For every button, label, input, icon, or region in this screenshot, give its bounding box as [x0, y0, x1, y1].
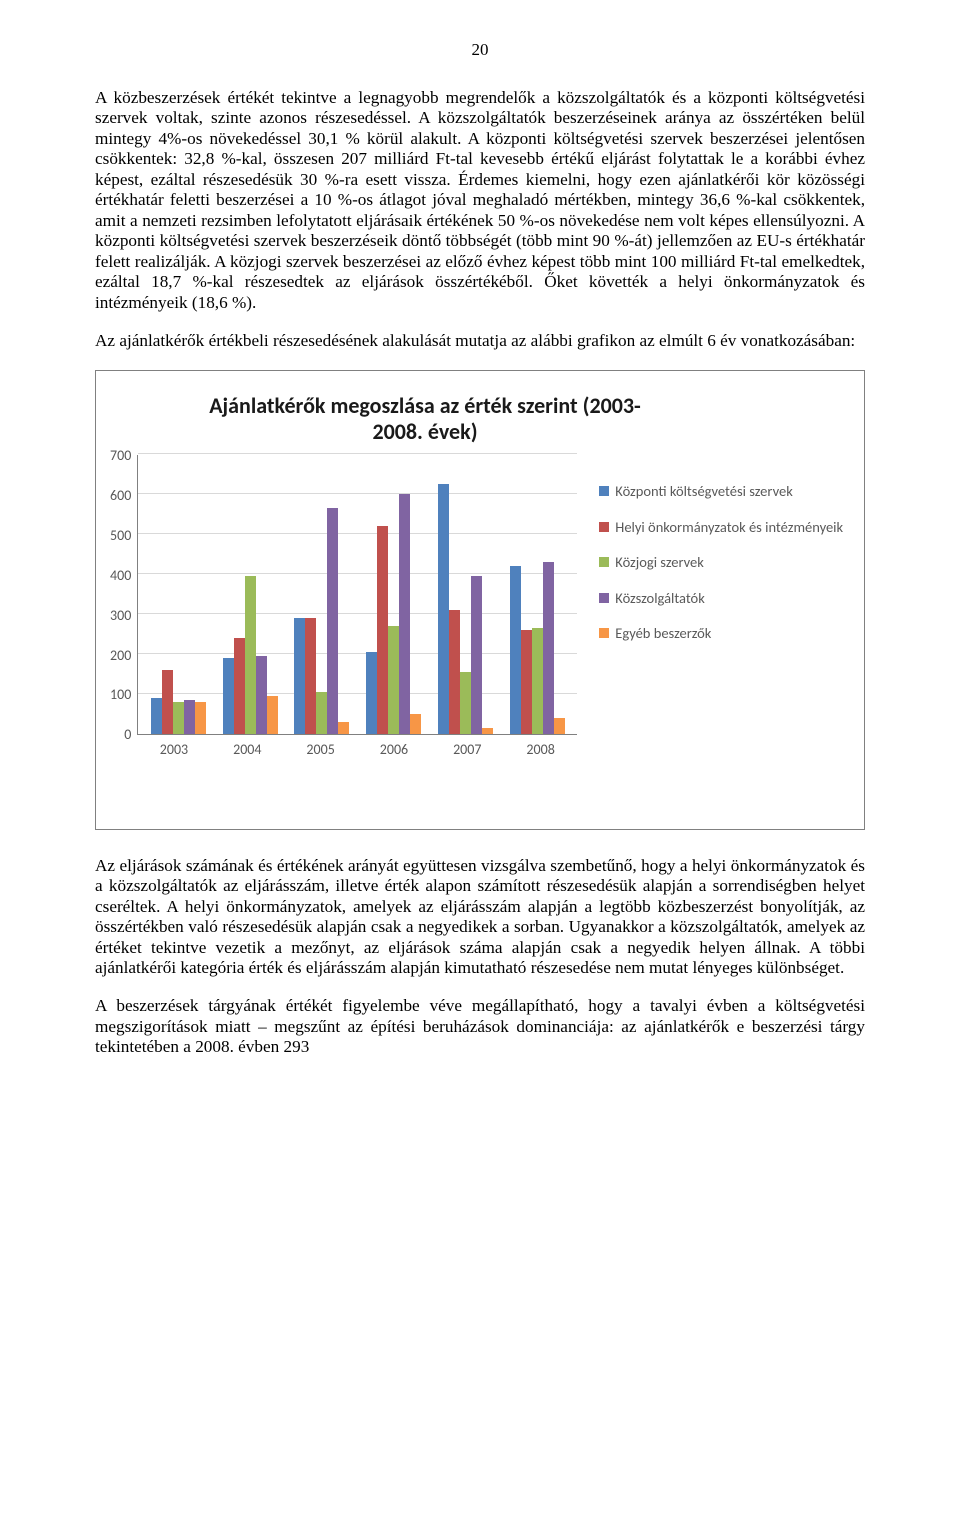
legend-item: Helyi önkormányzatok és intézményeik [599, 519, 850, 536]
y-tick-label: 300 [110, 607, 131, 624]
chart-plot-area [137, 455, 577, 735]
x-tick-label: 2003 [160, 741, 188, 758]
x-tick-label: 2007 [453, 741, 481, 758]
chart-plot-section: 7006005004003002001000 20032004200520062… [110, 455, 577, 805]
bar [377, 526, 388, 734]
bar-group [151, 670, 206, 734]
bar [151, 698, 162, 734]
y-tick-label: 200 [110, 647, 131, 664]
chart-legend: Központi költségvetési szervek Helyi önko… [577, 455, 850, 805]
bar-group [366, 494, 421, 734]
legend-swatch [599, 522, 609, 532]
bar-group [438, 484, 493, 734]
bar-group [223, 576, 278, 734]
bar [410, 714, 421, 734]
bar [399, 494, 410, 734]
legend-swatch [599, 557, 609, 567]
legend-label: Közjogi szervek [615, 554, 704, 571]
bar [316, 692, 327, 734]
bar [195, 702, 206, 734]
bar [510, 566, 521, 734]
legend-label: Egyéb beszerzők [615, 625, 711, 642]
y-tick-label: 700 [110, 447, 131, 464]
y-tick-label: 0 [110, 726, 131, 743]
body-paragraph-3: Az eljárások számának és értékének arány… [95, 856, 865, 979]
y-tick-label: 400 [110, 567, 131, 584]
bar [543, 562, 554, 734]
x-tick-label: 2004 [233, 741, 261, 758]
body-paragraph-2: Az ajánlatkérők értékbeli részesedésének… [95, 331, 865, 351]
bar [388, 626, 399, 734]
bar [482, 728, 493, 734]
y-tick-label: 600 [110, 487, 131, 504]
bar [460, 672, 471, 734]
chart-container: Ajánlatkérők megoszlása az érték szerint… [95, 370, 865, 830]
legend-label: Közszolgáltatók [615, 590, 705, 607]
grid-line [138, 453, 577, 454]
chart-title: Ajánlatkérők megoszlása az érték szerint… [200, 393, 650, 446]
bar [327, 508, 338, 734]
y-tick-label: 100 [110, 686, 131, 703]
legend-item: Közjogi szervek [599, 554, 850, 571]
legend-swatch [599, 486, 609, 496]
bar [366, 652, 377, 734]
page-number: 20 [95, 40, 865, 60]
bar [267, 696, 278, 734]
x-tick-label: 2005 [306, 741, 334, 758]
legend-item: Egyéb beszerzők [599, 625, 850, 642]
bar [234, 638, 245, 734]
bar [256, 656, 267, 734]
bar-group [510, 562, 565, 734]
bar [521, 630, 532, 734]
body-paragraph-4: A beszerzések tárgyának értékét figyelem… [95, 996, 865, 1057]
chart-body: 7006005004003002001000 20032004200520062… [110, 455, 850, 805]
bar [338, 722, 349, 734]
bars-container [138, 455, 577, 734]
legend-swatch [599, 593, 609, 603]
bar [532, 628, 543, 734]
bar [184, 700, 195, 734]
x-axis-labels: 2003 2004 2005 2006 2007 2008 [137, 735, 577, 758]
bar [449, 610, 460, 734]
legend-label: Helyi önkormányzatok és intézményeik [615, 519, 843, 536]
legend-label: Központi költségvetési szervek [615, 483, 793, 500]
bar [471, 576, 482, 734]
x-tick-label: 2008 [526, 741, 554, 758]
y-axis-labels: 700 600 500 400 300 200 100 0 [110, 447, 137, 743]
bar [162, 670, 173, 734]
bar [245, 576, 256, 734]
bar [173, 702, 184, 734]
legend-item: Közszolgáltatók [599, 590, 850, 607]
bar [554, 718, 565, 734]
bar [438, 484, 449, 734]
bar [294, 618, 305, 734]
x-tick-label: 2006 [380, 741, 408, 758]
bar [223, 658, 234, 734]
legend-swatch [599, 628, 609, 638]
body-paragraph-1: A közbeszerzések értékét tekintve a legn… [95, 88, 865, 313]
y-tick-label: 500 [110, 527, 131, 544]
legend-item: Központi költségvetési szervek [599, 483, 850, 500]
bar [305, 618, 316, 734]
bar-group [294, 508, 349, 734]
